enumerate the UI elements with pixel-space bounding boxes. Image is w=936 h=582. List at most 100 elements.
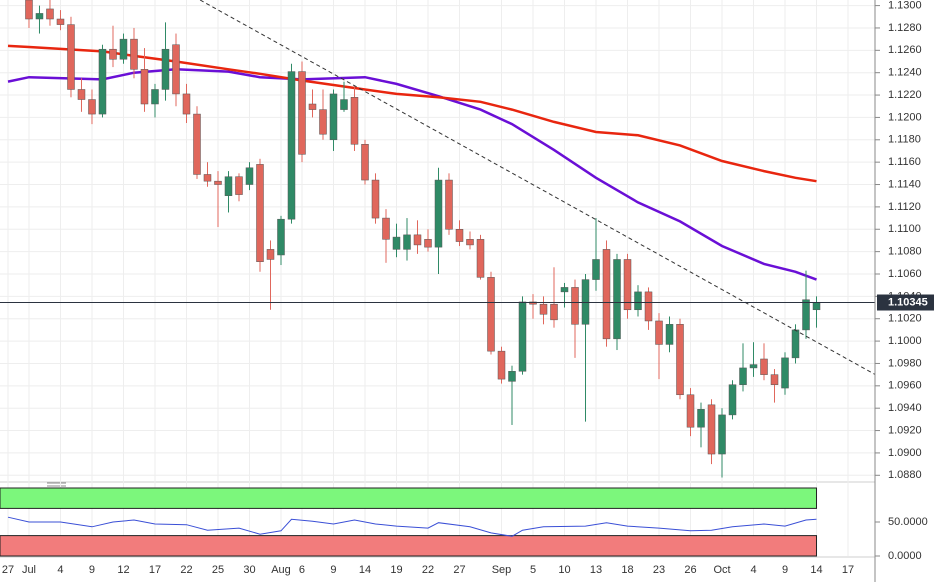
candle-body — [98, 48, 107, 115]
y-tick-label: 0.0000 — [888, 550, 922, 562]
candle-body — [791, 329, 800, 359]
candle-body — [602, 249, 611, 340]
candle-body — [424, 239, 432, 248]
candle-body — [161, 48, 170, 90]
candle-body — [403, 234, 411, 250]
y-tick-label: 1.1140 — [888, 178, 921, 190]
x-tick-label: 9 — [782, 564, 788, 576]
y-tick-label: 1.1200 — [888, 111, 922, 123]
last-price-box — [877, 294, 934, 311]
y-tick-label: 50.0000 — [888, 516, 928, 528]
candle-body — [739, 367, 747, 385]
last-price-label: 1.10345 — [888, 296, 928, 308]
candle-body — [56, 18, 65, 25]
y-tick-label: 1.1280 — [888, 22, 922, 34]
candle-body — [697, 409, 705, 428]
candle-body — [676, 324, 684, 396]
x-tick-label: Oct — [713, 564, 730, 576]
y-tick-label: 1.1020 — [888, 313, 922, 325]
y-tick-label: 1.0900 — [888, 447, 922, 459]
candle-body — [497, 350, 506, 380]
candle-body — [665, 324, 674, 345]
candle-body — [445, 179, 453, 230]
x-tick-label: 17 — [842, 564, 854, 576]
candle-body — [88, 99, 96, 115]
drag-handle[interactable] — [47, 482, 66, 487]
candle-body — [287, 71, 296, 220]
candle-body — [392, 236, 401, 250]
candle-body — [539, 303, 548, 315]
x-tick-label: Jul — [22, 564, 36, 576]
y-tick-label: 1.1120 — [888, 201, 921, 213]
y-tick-label: 1.1240 — [888, 67, 922, 79]
candle-body — [67, 24, 75, 90]
candle-body — [46, 8, 54, 20]
candle-body — [560, 287, 569, 293]
x-tick-label: 25 — [212, 564, 224, 576]
indicator-line — [7, 516, 817, 537]
candle-body — [518, 301, 527, 372]
candle-body — [487, 277, 495, 352]
candle-body — [277, 218, 285, 256]
bands — [0, 487, 818, 557]
candle-body — [571, 287, 579, 325]
candle-body — [770, 374, 779, 385]
x-tick-label: 4 — [57, 564, 63, 576]
x-tick-label: 27 — [2, 564, 14, 576]
y-tick-label: 1.0880 — [888, 469, 922, 481]
candle-body — [35, 13, 44, 20]
candle-body — [550, 303, 558, 321]
candle-body — [781, 357, 789, 389]
candle-body — [224, 176, 233, 196]
candle-body — [466, 239, 474, 246]
y-tick-label: 1.1260 — [888, 44, 922, 56]
candle-body — [172, 44, 180, 95]
moving-average — [7, 44, 817, 183]
candle-body — [245, 167, 254, 185]
candle-body — [25, 0, 33, 20]
candle-body — [707, 404, 716, 455]
x-tick-label: 18 — [621, 564, 633, 576]
y-tick-label: 1.1100 — [888, 223, 921, 235]
x-tick-label: 10 — [558, 564, 570, 576]
plot — [0, 0, 876, 537]
candle-body — [119, 38, 128, 60]
candle-body — [434, 179, 443, 248]
candle-body — [151, 89, 159, 105]
candle-body — [140, 69, 149, 105]
y-tick-label: 1.1220 — [888, 89, 922, 101]
y-tick-label: 1.1000 — [888, 335, 922, 347]
y-tick-label: 1.1300 — [888, 0, 922, 11]
candle-body — [193, 113, 201, 175]
candle-body — [655, 320, 663, 345]
candle-body — [718, 414, 726, 455]
candle-body — [235, 176, 243, 195]
candle-body — [581, 279, 590, 325]
y-tick-label: 1.1080 — [888, 246, 922, 258]
x-tick-label: Sep — [492, 564, 512, 576]
candle-body — [455, 229, 464, 242]
candle-body — [686, 394, 695, 428]
candle-body — [413, 234, 422, 246]
candle-body — [361, 144, 369, 181]
x-tick-label: 9 — [89, 564, 95, 576]
x-tick-label: 13 — [590, 564, 602, 576]
x-tick-label: 12 — [117, 564, 129, 576]
candle-body — [529, 301, 537, 305]
candle-body — [266, 249, 275, 260]
candle-body — [634, 291, 642, 311]
candle-body — [382, 217, 390, 240]
x-tick-label: 23 — [653, 564, 665, 576]
y-tick-label: 1.1160 — [888, 156, 921, 168]
x-tick-label: 9 — [330, 564, 336, 576]
candle-body — [340, 99, 348, 110]
candle-body — [592, 259, 600, 280]
band — [0, 535, 818, 557]
candle-body — [109, 48, 117, 60]
candle-body — [203, 174, 212, 182]
candle-body — [760, 358, 768, 375]
candle-body — [508, 371, 516, 382]
y-tick-label: 1.0960 — [888, 380, 922, 392]
